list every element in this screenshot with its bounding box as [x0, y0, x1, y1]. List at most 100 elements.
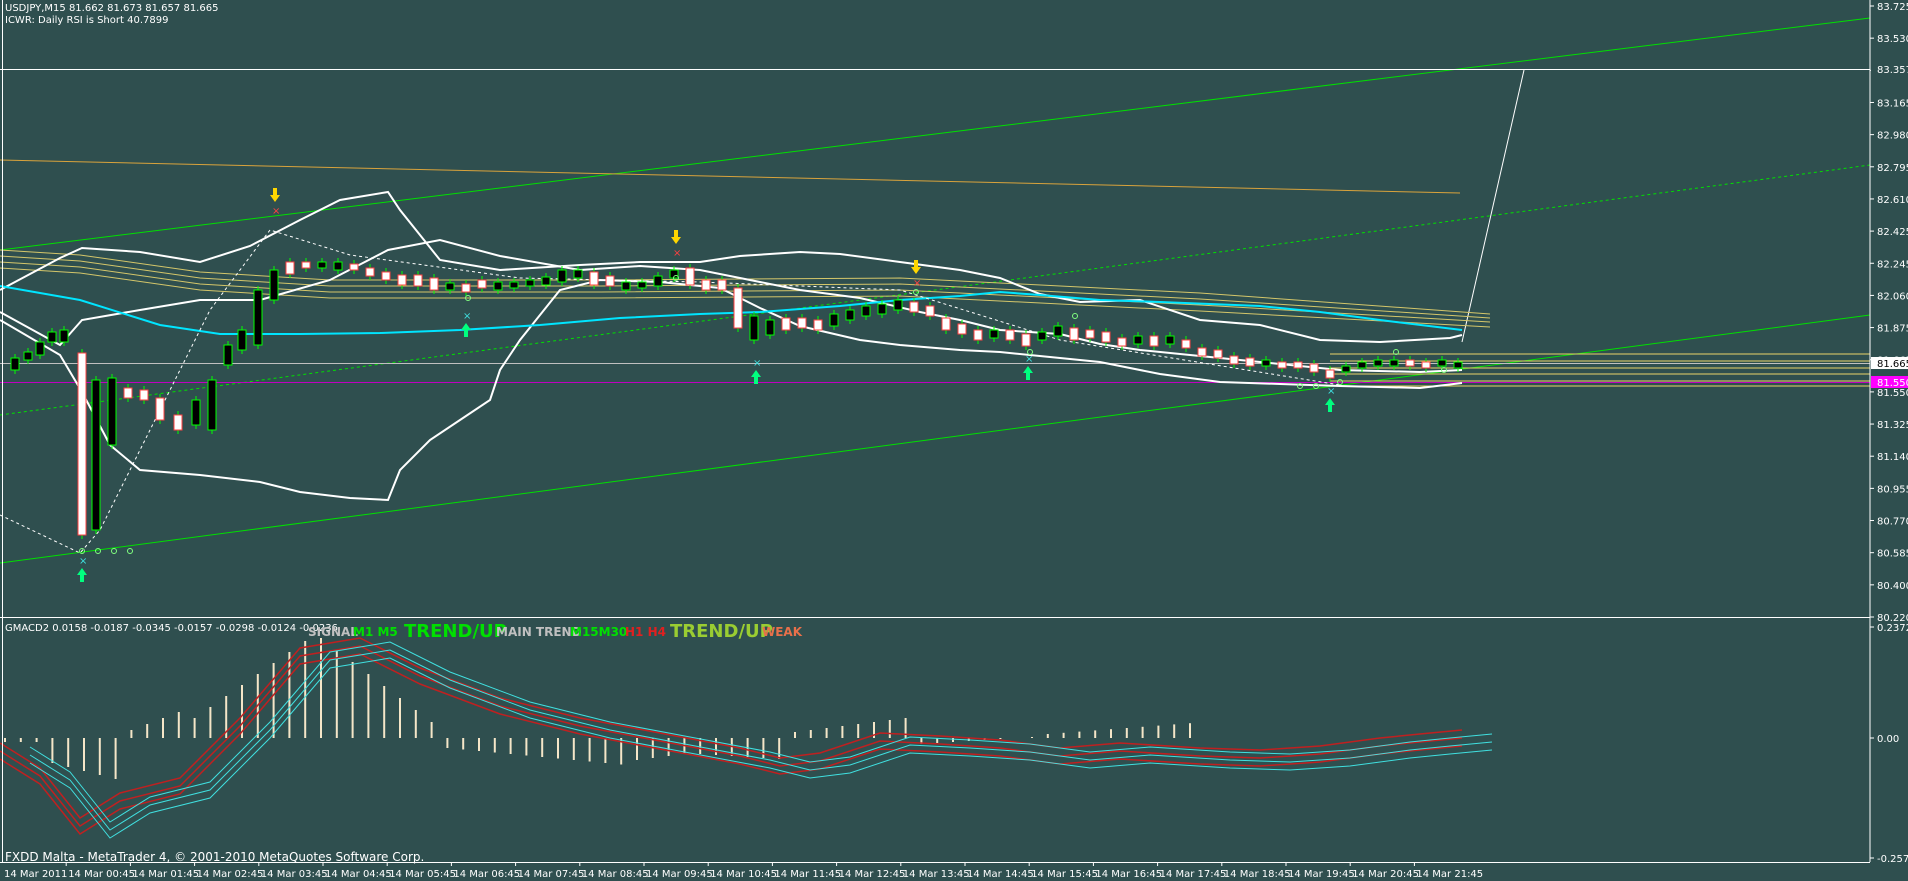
histogram-bar — [699, 738, 702, 754]
price-tick-label: 80.585 — [1877, 549, 1908, 560]
bull-candle — [1453, 361, 1463, 369]
histogram-bar — [1125, 728, 1128, 738]
footer-copyright: FXDD Malta - MetaTrader 4, © 2001-2010 M… — [5, 850, 425, 864]
ma-line — [0, 249, 1491, 315]
purple-level-label-text: 81.550 — [1877, 378, 1908, 389]
price-tick-label: 83.165 — [1877, 98, 1908, 109]
bear-candle — [1069, 327, 1079, 341]
histogram-bar — [399, 698, 401, 738]
histogram-bar — [1173, 724, 1176, 738]
bull-candle — [445, 282, 455, 291]
price-tick-label: 81.550 — [1877, 388, 1908, 399]
bull-candle — [861, 305, 871, 317]
histogram-bar — [335, 650, 338, 738]
time-tick-label: 14 Mar 00:45 — [68, 869, 135, 880]
bear-candle — [941, 317, 951, 331]
trend-up-label-1: TREND/UP — [404, 621, 507, 642]
price-tick-label: 83.725 — [1877, 2, 1908, 13]
bear-candle — [1293, 361, 1303, 369]
time-tick-label: 14 Mar 21:45 — [1416, 869, 1483, 880]
histogram-bar — [857, 724, 860, 738]
histogram-bar — [430, 722, 433, 738]
histogram-bar — [825, 728, 828, 738]
bull-candle — [1053, 325, 1063, 337]
bollinger-lower — [0, 278, 1463, 502]
bear-candle — [733, 287, 743, 329]
signal-dot — [95, 548, 101, 554]
histogram-bar — [841, 726, 844, 738]
histogram-bar — [225, 696, 228, 738]
histogram-bar — [146, 724, 149, 738]
resistance-price-label-text: 83.357 — [1877, 65, 1908, 76]
histogram-bar — [620, 738, 623, 765]
signal-dot — [1393, 349, 1399, 355]
bull-candle — [989, 329, 999, 339]
bull-candle — [749, 315, 759, 341]
histogram-bar — [177, 712, 180, 738]
histogram-bar — [98, 738, 101, 775]
buy-arrow-icon — [751, 370, 761, 384]
bull-candle — [1165, 335, 1175, 345]
time-tick-label: 14 Mar 2011 — [4, 869, 67, 880]
current-price-label-text: 81.665 — [1877, 359, 1908, 370]
price-tick-label: 82.610 — [1877, 195, 1908, 206]
bull-candle — [59, 329, 69, 343]
price-chart-panel[interactable]: × × × × × × × × — [0, 0, 1870, 617]
time-tick-label: 14 Mar 04:45 — [325, 869, 392, 880]
fractal-x-marker: × — [272, 206, 280, 217]
sell-arrow-icon — [911, 260, 921, 274]
time-tick-label: 14 Mar 13:45 — [903, 869, 970, 880]
bull-candle — [509, 281, 519, 289]
bull-candle — [893, 299, 903, 311]
bear-candle — [1085, 329, 1095, 339]
bear-candle — [781, 317, 791, 331]
fractal-x-marker: × — [1025, 354, 1033, 365]
histogram-bar — [414, 710, 417, 738]
sell-arrow-icon — [270, 188, 280, 202]
gmacd-values-line: GMACD2 0.0158 -0.0187 -0.0345 -0.0157 -0… — [5, 623, 338, 634]
bull-candle — [35, 341, 45, 356]
bear-candle — [797, 317, 807, 329]
histogram-bar — [809, 730, 812, 738]
bull-candle — [191, 399, 201, 426]
histogram-bar — [367, 674, 370, 738]
time-tick-label: 14 Mar 03:45 — [261, 869, 328, 880]
bull-candle — [223, 344, 233, 366]
time-tick-label: 14 Mar 09:45 — [646, 869, 713, 880]
bull-candle — [877, 303, 887, 315]
fractal-x-marker: × — [673, 248, 681, 259]
histogram-bar — [509, 738, 512, 754]
histogram-bar — [1141, 726, 1144, 738]
bull-candle — [493, 281, 503, 291]
bear-candle — [1229, 355, 1239, 365]
signal-dot — [1072, 313, 1078, 319]
histogram-bar — [1031, 737, 1033, 738]
bull-candle — [845, 309, 855, 321]
gmacd-indicator-panel[interactable] — [0, 618, 1870, 865]
histogram-bar — [67, 738, 70, 767]
m15m30-label: M15M30 — [570, 625, 628, 639]
bull-candle — [765, 319, 775, 336]
histogram-bar — [114, 738, 117, 779]
time-tick-label: 14 Mar 15:45 — [1031, 869, 1098, 880]
bull-candle — [1133, 335, 1143, 345]
bull-candle — [557, 269, 567, 283]
bear-candle — [717, 279, 727, 291]
price-tick-label: 80.955 — [1877, 484, 1908, 495]
bull-candle — [269, 269, 279, 301]
price-tick-label: 81.140 — [1877, 452, 1908, 463]
time-tick-label: 14 Mar 10:45 — [710, 869, 777, 880]
bear-candle — [909, 301, 919, 313]
bear-candle — [1101, 331, 1111, 343]
bull-candle — [653, 275, 663, 287]
histogram-bar — [35, 738, 38, 742]
histogram-bar — [920, 738, 923, 744]
signal-dot — [1313, 383, 1319, 389]
bear-candle — [413, 274, 423, 287]
fractal-x-marker: × — [79, 556, 87, 567]
histogram-bar — [936, 738, 939, 743]
histogram-bar — [493, 738, 496, 753]
bear-candle — [1421, 361, 1431, 369]
histogram-bar — [383, 686, 386, 738]
